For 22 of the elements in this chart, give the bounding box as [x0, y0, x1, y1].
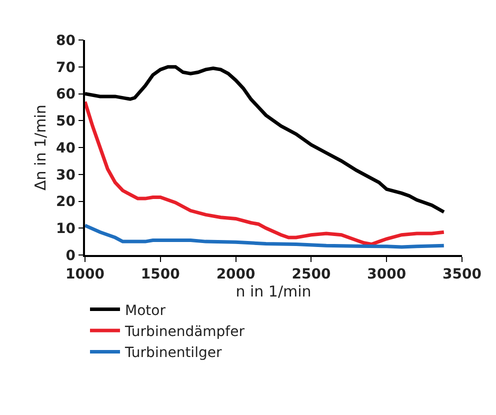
y-tick-label: 40 [56, 140, 76, 156]
y-axis-title: Δn in 1/min [32, 104, 50, 190]
y-tick-label: 0 [66, 248, 76, 264]
x-tick-label: 3000 [367, 266, 406, 283]
legend-label: Motor [125, 302, 166, 319]
y-tick-label: 60 [56, 86, 76, 103]
y-tick-label: 10 [56, 221, 76, 238]
x-tick-label: 1000 [66, 266, 105, 283]
line-series [85, 100, 446, 246]
x-axis-title: n in 1/min [236, 282, 312, 301]
line-series [85, 224, 446, 249]
y-tick-label: 70 [56, 60, 76, 76]
y-tick-label: 20 [56, 194, 76, 210]
x-tick-label: 2000 [216, 266, 256, 283]
y-tick-label: 30 [56, 167, 76, 184]
x-tick-label: 3500 [442, 266, 482, 283]
legend-label: Turbinentilger [124, 345, 222, 362]
y-tick-label: 80 [56, 32, 76, 49]
legend-label: Turbinendämpfer [124, 324, 245, 340]
x-tick-label: 2500 [292, 266, 331, 283]
x-tick-label: 1500 [140, 266, 180, 283]
y-tick-label: 50 [56, 114, 76, 130]
